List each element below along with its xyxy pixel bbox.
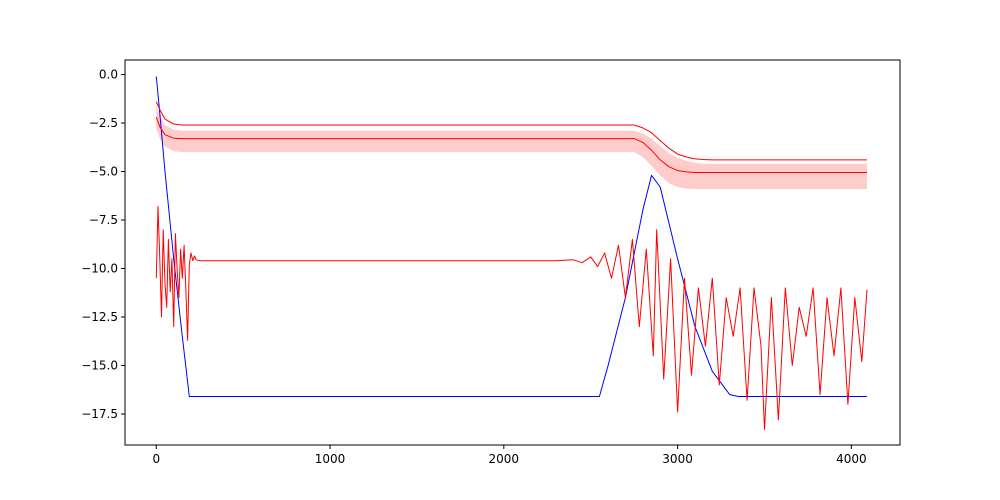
axes-frame (124, 59, 901, 446)
y-tick-label: −7.5 (89, 213, 118, 227)
y-tick-label: −17.5 (81, 407, 118, 421)
axes: 0 1000 2000 3000 4000 0.0 −2.5 −5.0 −7.5 −10.0 −12… (81, 59, 901, 466)
confidence-band (156, 105, 868, 189)
series-line-1 (155, 76, 867, 397)
x-tick-label: 3000 (662, 452, 693, 466)
series-line-2 (155, 101, 867, 161)
x-tick-label: 0 (152, 452, 160, 466)
y-tick-label: −10.0 (81, 262, 118, 276)
x-tick-label: 1000 (315, 452, 346, 466)
x-tick-label: 4000 (836, 452, 867, 466)
series-line-4 (155, 205, 868, 430)
y-tick-label: −5.0 (89, 165, 118, 179)
y-tick-label: −15.0 (81, 358, 118, 372)
y-tick-label: −2.5 (89, 116, 118, 130)
plot-area (155, 76, 868, 430)
y-tick-label: −12.5 (81, 310, 118, 324)
y-tick-label: 0.0 (99, 68, 118, 82)
x-tick-label: 2000 (489, 452, 520, 466)
series-line-3 (155, 117, 867, 173)
